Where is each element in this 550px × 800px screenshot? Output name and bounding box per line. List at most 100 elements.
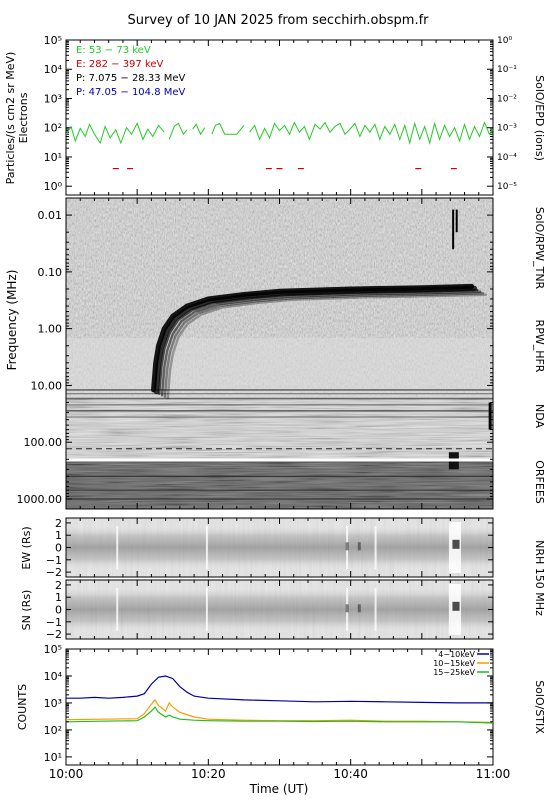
label-rpw-tnr: SolO/RPW_TNR (533, 207, 546, 290)
nrh-sn-tick-label: −2 (46, 628, 62, 641)
nrh-sn-marks (116, 584, 461, 635)
spectrogram-ylabel: Frequency (MHz) (5, 270, 19, 371)
epd-right-tick-label: 10⁰ (497, 36, 512, 46)
spectrogram-panel: 0.01 0.10 1.00 10.00 100.00 1000.00 Frequency… (5, 197, 546, 510)
epd-tick-label: 10¹ (44, 151, 62, 164)
epd-legend: E: 53 − 73 keV E: 282 − 397 keV P: 7.075 −… (76, 45, 186, 98)
nrh-ew-band (66, 524, 493, 571)
nrh-sn-tick-label: −1 (46, 616, 62, 629)
epd-series-line (192, 123, 206, 136)
time-axis-label: Time (UT) (249, 782, 309, 796)
epd-right-tick-label: 10⁻² (497, 94, 517, 104)
figure-title: Survey of 10 JAN 2025 from secchirh.obsp… (128, 13, 430, 28)
time-tick-label: 11:00 (476, 767, 511, 781)
epd-right-tick-label: 10⁻⁴ (497, 153, 517, 163)
nrh-sn-tick-label: 0 (55, 604, 62, 617)
stix-tick-label: 10⁴ (44, 670, 63, 683)
nrh-sn-ylabel: SN (Rs) (20, 590, 33, 631)
nrh-ew-tick-label: −1 (46, 554, 62, 567)
stix-series-line (66, 706, 493, 724)
stix-series-line (66, 675, 493, 704)
spectrogram-marks (66, 209, 493, 500)
stix-tick-label: 10³ (44, 697, 62, 710)
epd-series-line (66, 122, 165, 145)
stix-legend-label: 4−10keV (438, 650, 475, 659)
epd-right-label: SolO/EPD (ions) (533, 75, 546, 161)
freq-tick-label: 100.00 (24, 436, 63, 449)
epd-series-line (168, 122, 188, 140)
time-tick-label: 10:40 (333, 767, 368, 781)
freq-tick-label: 1.00 (38, 323, 63, 336)
tnr-noise (66, 198, 493, 338)
epd-tick-label: 10³ (44, 92, 62, 105)
freq-tick-label: 10.00 (31, 379, 63, 392)
epd-legend-entry: P: 7.075 − 28.33 MeV (76, 73, 186, 84)
nrh-ew-tick-label: −2 (46, 566, 62, 579)
stix-right-label: SolO/STIX (533, 680, 546, 734)
freq-tick-label: 0.10 (38, 266, 63, 279)
nrh-sn-tick-label: 2 (55, 579, 62, 592)
stix-lines (66, 675, 493, 724)
nrh-sn-spot (345, 604, 349, 613)
label-rpw-hfr: RPW_HFR (533, 320, 546, 373)
label-orfees: ORFEES (533, 460, 546, 504)
epd-legend-entry: P: 47.05 − 104.8 MeV (76, 87, 186, 98)
nrh-right-label: NRH 150 MHz (533, 540, 546, 616)
spectrogram-ticks: 0.01 0.10 1.00 10.00 100.00 1000.00 (17, 198, 494, 509)
stix-legend-label: 15−25keV (433, 668, 475, 677)
epd-ylabel-electrons: Electrons (17, 92, 30, 143)
nrh-ew-tick-label: 1 (55, 529, 62, 542)
epd-panel: 10⁰ 10⁻⁵ 10¹ 10⁻⁴ 10² 10⁻³ 10³ 10⁻² 10⁴ 10⁻¹ 10⁵ 10… (4, 34, 546, 196)
epd-ylabel: Particles/(s cm2 sr MeV) (4, 52, 17, 185)
time-axis: 10:00 10:20 10:40 11:00 (49, 767, 511, 781)
epd-tick-label: 10⁴ (44, 63, 63, 76)
stix-ticks: 10¹ 10² 10³ 10⁴ 10⁵ (44, 643, 494, 765)
hfr-noise (66, 338, 493, 398)
type3-burst-band (160, 290, 482, 397)
stix-frame (65, 648, 494, 766)
nrh-ew-ylabel: EW (Rs) (20, 526, 33, 569)
nrh-sn-tick-label: 1 (55, 591, 62, 604)
nrh-ew-event-source (452, 539, 460, 549)
time-tick-label: 10:00 (49, 767, 84, 781)
orfees-noise (66, 462, 493, 509)
nrh-sn-event-source (452, 601, 460, 611)
stix-tick-label: 10² (44, 724, 62, 737)
epd-right-tick-label: 10⁻¹ (497, 65, 517, 75)
type3-burst-band (163, 291, 485, 399)
nrh-ew-spot (345, 542, 349, 551)
type3-burst-band (166, 293, 488, 400)
epd-series-line (211, 122, 245, 135)
epd-right-tick-label: 10⁻³ (497, 124, 517, 134)
nrh-ew-marks (116, 522, 461, 573)
stix-series-line (66, 698, 493, 723)
epd-ticks: 10⁰ 10⁻⁵ 10¹ 10⁻⁴ 10² 10⁻³ 10³ 10⁻² 10⁴ 10⁻¹ 10⁵ 10… (44, 34, 517, 195)
epd-tick-label: 10² (44, 122, 62, 135)
epd-tick-label: 10⁰ (44, 180, 63, 193)
freq-tick-label: 1000.00 (17, 493, 63, 506)
type3-burst-band (153, 285, 477, 395)
stix-tick-label: 10⁵ (44, 643, 62, 656)
nrh-sn-band (66, 586, 493, 633)
nrh-ew-spot (357, 542, 361, 551)
stix-legend-label: 10−15keV (433, 659, 475, 668)
nda-noise (66, 398, 493, 458)
epd-tick-label: 10⁵ (44, 34, 62, 47)
epd-lines (66, 121, 493, 170)
label-nda: NDA (533, 404, 546, 429)
stix-ylabel: COUNTS (16, 684, 29, 730)
nrh-ew-tick-label: 0 (55, 542, 62, 555)
epd-series-line (249, 121, 493, 145)
epd-legend-entry: E: 282 − 397 keV (76, 59, 164, 70)
epd-legend-entry: E: 53 − 73 keV (76, 45, 151, 56)
stix-tick-label: 10¹ (44, 751, 62, 764)
type3-burst-band (157, 288, 479, 395)
epd-right-tick-label: 10⁻⁵ (497, 182, 517, 192)
